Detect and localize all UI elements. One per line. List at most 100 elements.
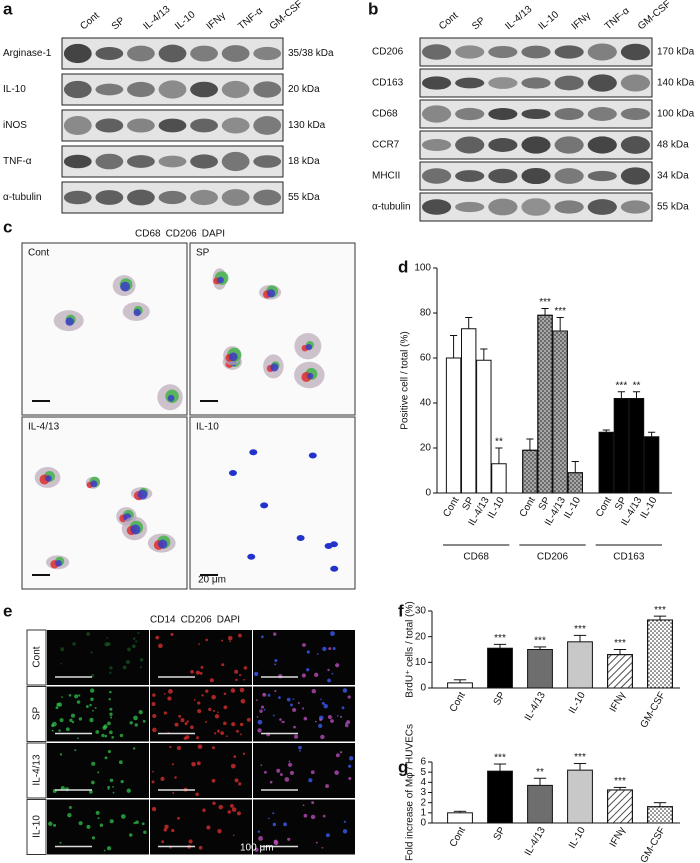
fluorescent-spot (308, 778, 313, 783)
cell-nucleus (90, 480, 98, 488)
protein-label: CCR7 (372, 140, 400, 151)
fluorescent-spot (311, 688, 317, 694)
blot-band (95, 190, 124, 205)
fluorescent-spot (86, 824, 91, 829)
fluorescent-spot (78, 694, 81, 697)
fluorescent-spot (77, 737, 79, 740)
fluorescent-spot (112, 785, 114, 788)
stain-legend: CD14 (150, 615, 176, 626)
blot-band (63, 190, 92, 205)
fluorescent-spot (234, 778, 239, 783)
fluorescent-spot (273, 632, 277, 636)
fluorescent-spot (126, 788, 131, 793)
cell-nucleus (137, 489, 148, 500)
x-tick-label: IL-10 (562, 495, 583, 521)
cell-nucleus (217, 276, 224, 284)
blot-band (421, 76, 452, 90)
fluorescent-spot (223, 692, 227, 696)
bar (487, 647, 513, 689)
fluorescent-spot (205, 638, 209, 642)
fluorescent-spot (95, 730, 100, 734)
fluorescent-spot (260, 705, 265, 709)
cell-nucleus (305, 343, 313, 351)
fluorescent-spot (139, 666, 143, 669)
fluorescent-spot (112, 791, 115, 794)
fluorescent-spot (233, 755, 237, 759)
fluorescent-spot (107, 642, 111, 646)
fluorescent-spot (106, 637, 109, 639)
fluorescent-spot (72, 642, 76, 646)
fluorescent-spot (104, 756, 108, 760)
fluorescent-spot (201, 694, 204, 697)
fluorescent-spot (209, 678, 214, 683)
fluorescent-spot (132, 747, 136, 750)
lane-label: IFNγ (570, 10, 593, 32)
fluorescent-spot (109, 716, 113, 719)
fluorescent-spot (303, 813, 308, 818)
micrograph (47, 799, 149, 855)
x-tick-label: Cont (518, 495, 538, 519)
fluorescent-spot (242, 752, 246, 755)
fluorescent-spot (328, 647, 332, 651)
bar-texture (537, 314, 553, 494)
blot-band (421, 105, 452, 123)
fluorescent-spot (55, 706, 59, 710)
fluorescent-spot (90, 651, 93, 654)
y-tick-label: 100 (414, 263, 431, 274)
fluorescent-spot (221, 663, 225, 667)
fluorescent-spot (178, 714, 182, 718)
fluorescent-spot (59, 753, 63, 756)
stain-legend: DAPI (217, 615, 240, 626)
blot-band (127, 189, 155, 206)
fluorescent-spot (174, 722, 179, 727)
fluorescent-spot (231, 722, 236, 727)
fluorescent-spot (293, 734, 299, 739)
fluorescent-spot (104, 734, 108, 738)
blot-band (190, 118, 218, 133)
x-tick-label: IFNγ (608, 690, 628, 714)
x-tick-label: IL-10 (486, 495, 507, 521)
cell-nucleus (45, 475, 52, 482)
cell-nucleus (55, 559, 62, 567)
blot-band (253, 46, 282, 61)
fluorescent-spot (289, 770, 295, 776)
cell-nucleus (228, 469, 237, 476)
lane-label: IL-10 (173, 9, 198, 32)
blot-band (620, 200, 651, 214)
fluorescent-spot (195, 670, 200, 675)
fluorescent-spot (234, 669, 239, 674)
micrograph (189, 416, 356, 590)
fluorescent-spot (109, 819, 114, 824)
fluorescent-spot (292, 698, 295, 700)
size-label: 34 kDa (657, 171, 689, 182)
fluorescent-spot (243, 678, 245, 681)
fluorescent-spot (310, 770, 315, 775)
x-tick-label: Cont (441, 495, 461, 519)
significance: *** (574, 624, 586, 635)
fluorescent-spot (109, 707, 113, 711)
blot-band (620, 43, 651, 61)
image-label: IL-4/13 (28, 422, 60, 433)
fluorescent-spot (151, 702, 156, 707)
fluorescent-spot (239, 722, 244, 727)
significance: ** (536, 767, 544, 778)
bar (445, 357, 462, 494)
fluorescent-spot (78, 821, 83, 826)
fluorescent-spot (348, 777, 352, 781)
size-label: 140 kDa (657, 78, 695, 89)
lane-label: TNF-α (236, 5, 265, 32)
lane-label: IL-10 (537, 9, 562, 32)
size-label: 130 kDa (288, 120, 326, 131)
fluorescent-spot (330, 631, 335, 636)
fluorescent-spot (180, 718, 185, 723)
fluorescent-spot (109, 690, 112, 694)
fluorescent-spot (323, 703, 328, 709)
x-tick-label: IFNγ (608, 825, 628, 849)
x-tick-label: GM-CSF (639, 825, 668, 863)
significance: ** (633, 380, 641, 391)
fluorescent-spot (95, 810, 100, 815)
fluorescent-spot (202, 808, 206, 812)
fluorescent-spot (239, 673, 242, 677)
cell-nucleus (249, 449, 258, 456)
